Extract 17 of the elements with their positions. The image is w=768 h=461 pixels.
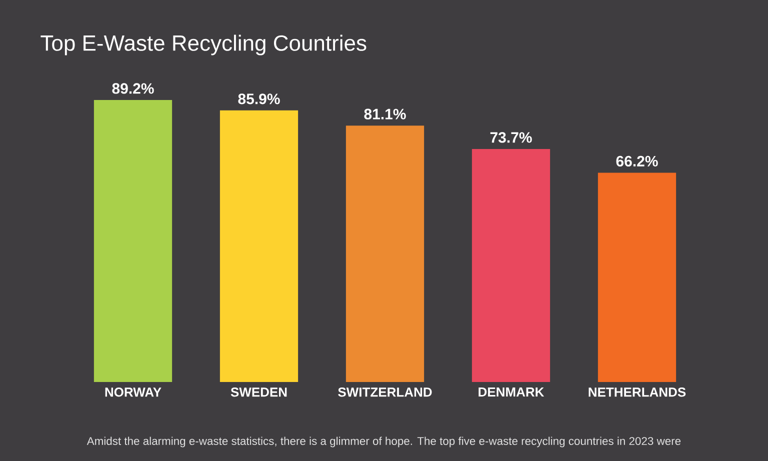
x-tick-label: SWEDEN — [230, 388, 287, 397]
bar — [598, 172, 676, 382]
data-label: 81.1% — [364, 108, 406, 120]
x-tick-label: SWITZERLAND — [338, 388, 432, 397]
data-label: 89.2% — [112, 83, 154, 94]
text: Amidst the alarming e-waste statistics, there is a glimmer of hope. The top five e-waste recycling countries in 2023 were — [86, 436, 681, 448]
x-tick-label: NORWAY — [105, 388, 162, 397]
bar — [472, 148, 550, 382]
data-label: 73.7% — [490, 132, 532, 143]
bar — [346, 126, 424, 382]
x-tick-label: NETHERLANDS — [588, 388, 686, 397]
data-label: 85.9% — [238, 94, 280, 104]
x-tick-label: DENMARK — [478, 388, 544, 396]
data-label: 66.2% — [616, 156, 658, 167]
chart-title: Top E-Waste Recycling Countries — [40, 34, 366, 56]
bar — [220, 110, 298, 382]
bar — [94, 100, 172, 382]
